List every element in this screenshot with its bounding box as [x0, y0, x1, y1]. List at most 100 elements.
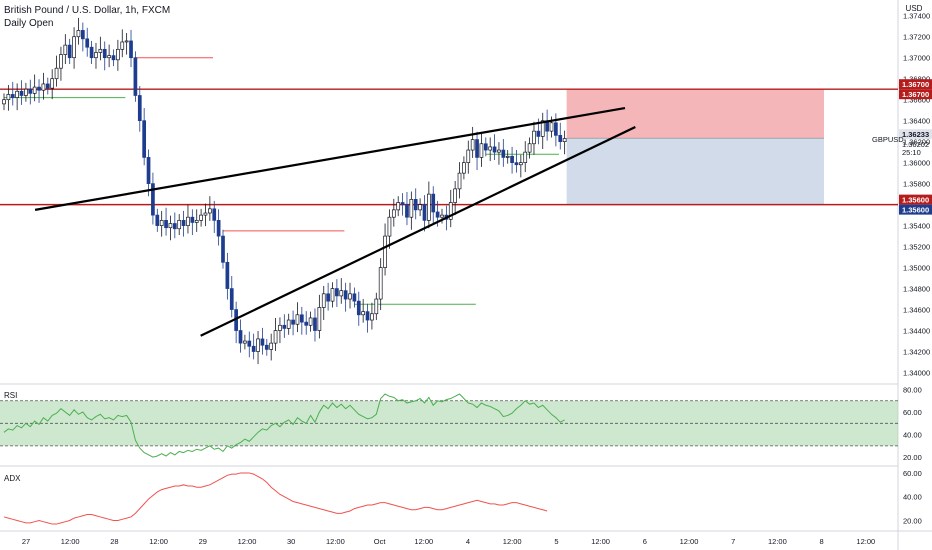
candle-body: [221, 235, 225, 263]
time-tick-label: 4: [466, 537, 470, 546]
symbol-title[interactable]: British Pound / U.S. Dollar, 1h, FXCM: [4, 5, 171, 16]
candle-body: [212, 208, 217, 221]
time-tick-label: 5: [554, 537, 558, 546]
candle-body: [28, 88, 33, 94]
time-tick-label: 29: [199, 537, 207, 546]
price-tick-label: 1.34800: [903, 285, 930, 294]
candle-body: [120, 41, 125, 50]
candle-body: [505, 155, 510, 158]
candle-body: [352, 293, 357, 302]
candle-body: [462, 162, 466, 174]
symbol-last-label: GBPUSD: [872, 135, 904, 144]
candle-body: [295, 314, 300, 325]
time-tick-label: 27: [22, 537, 30, 546]
candle-body: [374, 298, 379, 315]
candle-body: [159, 220, 164, 226]
adx-tick-label: 40.00: [903, 493, 922, 502]
candle-body: [186, 216, 190, 226]
indicator-name[interactable]: Daily Open: [4, 18, 54, 29]
price-tag-box: [899, 204, 932, 215]
rsi-tick-label: 20.00: [903, 453, 922, 462]
candle-body: [470, 139, 475, 151]
candle-body: [321, 293, 326, 308]
price-tag-label: 25:10: [902, 148, 921, 157]
price-tick-label: 1.36600: [903, 96, 930, 105]
candle-body: [251, 345, 256, 352]
candle-body: [431, 193, 436, 213]
candle-body: [361, 311, 366, 316]
candle-body: [540, 120, 545, 137]
candle-body: [365, 311, 370, 321]
price-tick-label: 1.34600: [903, 306, 930, 315]
candles: [2, 17, 567, 365]
candle-body: [225, 261, 230, 289]
price-tag-box: [899, 79, 932, 90]
wedge-upper-trendline: [34, 106, 626, 211]
time-tick-label: Oct: [374, 537, 387, 546]
candle-body: [396, 202, 401, 211]
candle-body: [264, 344, 269, 350]
candle-body: [326, 293, 330, 302]
candle-body: [229, 288, 234, 310]
time-tick-label: 12:00: [503, 537, 522, 546]
candle-body: [497, 149, 501, 153]
candle-body: [10, 94, 15, 98]
candle-body: [80, 30, 85, 40]
candle-body: [313, 317, 317, 331]
price-tick-label: 1.34000: [903, 369, 930, 378]
candle-body: [54, 67, 59, 80]
time-tick-label: 8: [820, 537, 824, 546]
candle-body: [400, 202, 405, 205]
price-tick-label: 1.37400: [903, 12, 930, 21]
candle-body: [387, 216, 392, 237]
candle-body: [510, 155, 514, 163]
candle-body: [348, 293, 352, 300]
price-tick-label: 1.37000: [903, 54, 930, 63]
candle-body: [291, 319, 295, 325]
candle-body: [164, 220, 168, 229]
price-tag-label: 1.35600: [902, 196, 929, 205]
adx-tick-label: 20.00: [903, 516, 922, 525]
candle-body: [124, 40, 129, 43]
candle-body: [409, 199, 414, 218]
time-tick-label: 12:00: [591, 537, 610, 546]
candle-body: [304, 321, 309, 326]
candle-body: [41, 83, 46, 91]
candle-body: [492, 146, 497, 153]
price-tick-label: 1.36000: [903, 159, 930, 168]
candle-body: [427, 193, 431, 221]
candle-body: [177, 220, 182, 230]
currency-label[interactable]: USD: [905, 4, 923, 13]
candle-body: [554, 122, 558, 136]
price-tick-label: 1.36200: [903, 138, 930, 147]
rsi-tick-label: 60.00: [903, 408, 922, 417]
candle-body: [63, 44, 68, 55]
candle-body: [102, 48, 107, 59]
candle-body: [527, 143, 532, 153]
candle-body: [146, 157, 151, 184]
candle-body: [32, 86, 37, 94]
candle-body: [129, 40, 133, 59]
candle-body: [413, 199, 418, 211]
candle-body: [208, 208, 212, 214]
candle-body: [532, 130, 536, 145]
candle-body: [15, 90, 19, 98]
candle-body: [391, 209, 396, 218]
price-tag-label: 1.36700: [902, 90, 929, 99]
candle-body: [466, 149, 471, 163]
candle-body: [335, 288, 339, 297]
candle-body: [72, 36, 76, 59]
candle-body: [282, 324, 287, 329]
candle-body: [107, 55, 111, 59]
candle-body: [440, 214, 444, 218]
candle-body: [457, 172, 462, 190]
candle-body: [422, 204, 427, 221]
candle-body: [339, 290, 344, 297]
price-tick-label: 1.34200: [903, 348, 930, 357]
candle-body: [67, 44, 72, 59]
candle-body: [6, 94, 11, 101]
candle-body: [190, 216, 195, 223]
price-tag-label: 1.36233: [902, 130, 929, 139]
candle-body: [24, 88, 28, 96]
